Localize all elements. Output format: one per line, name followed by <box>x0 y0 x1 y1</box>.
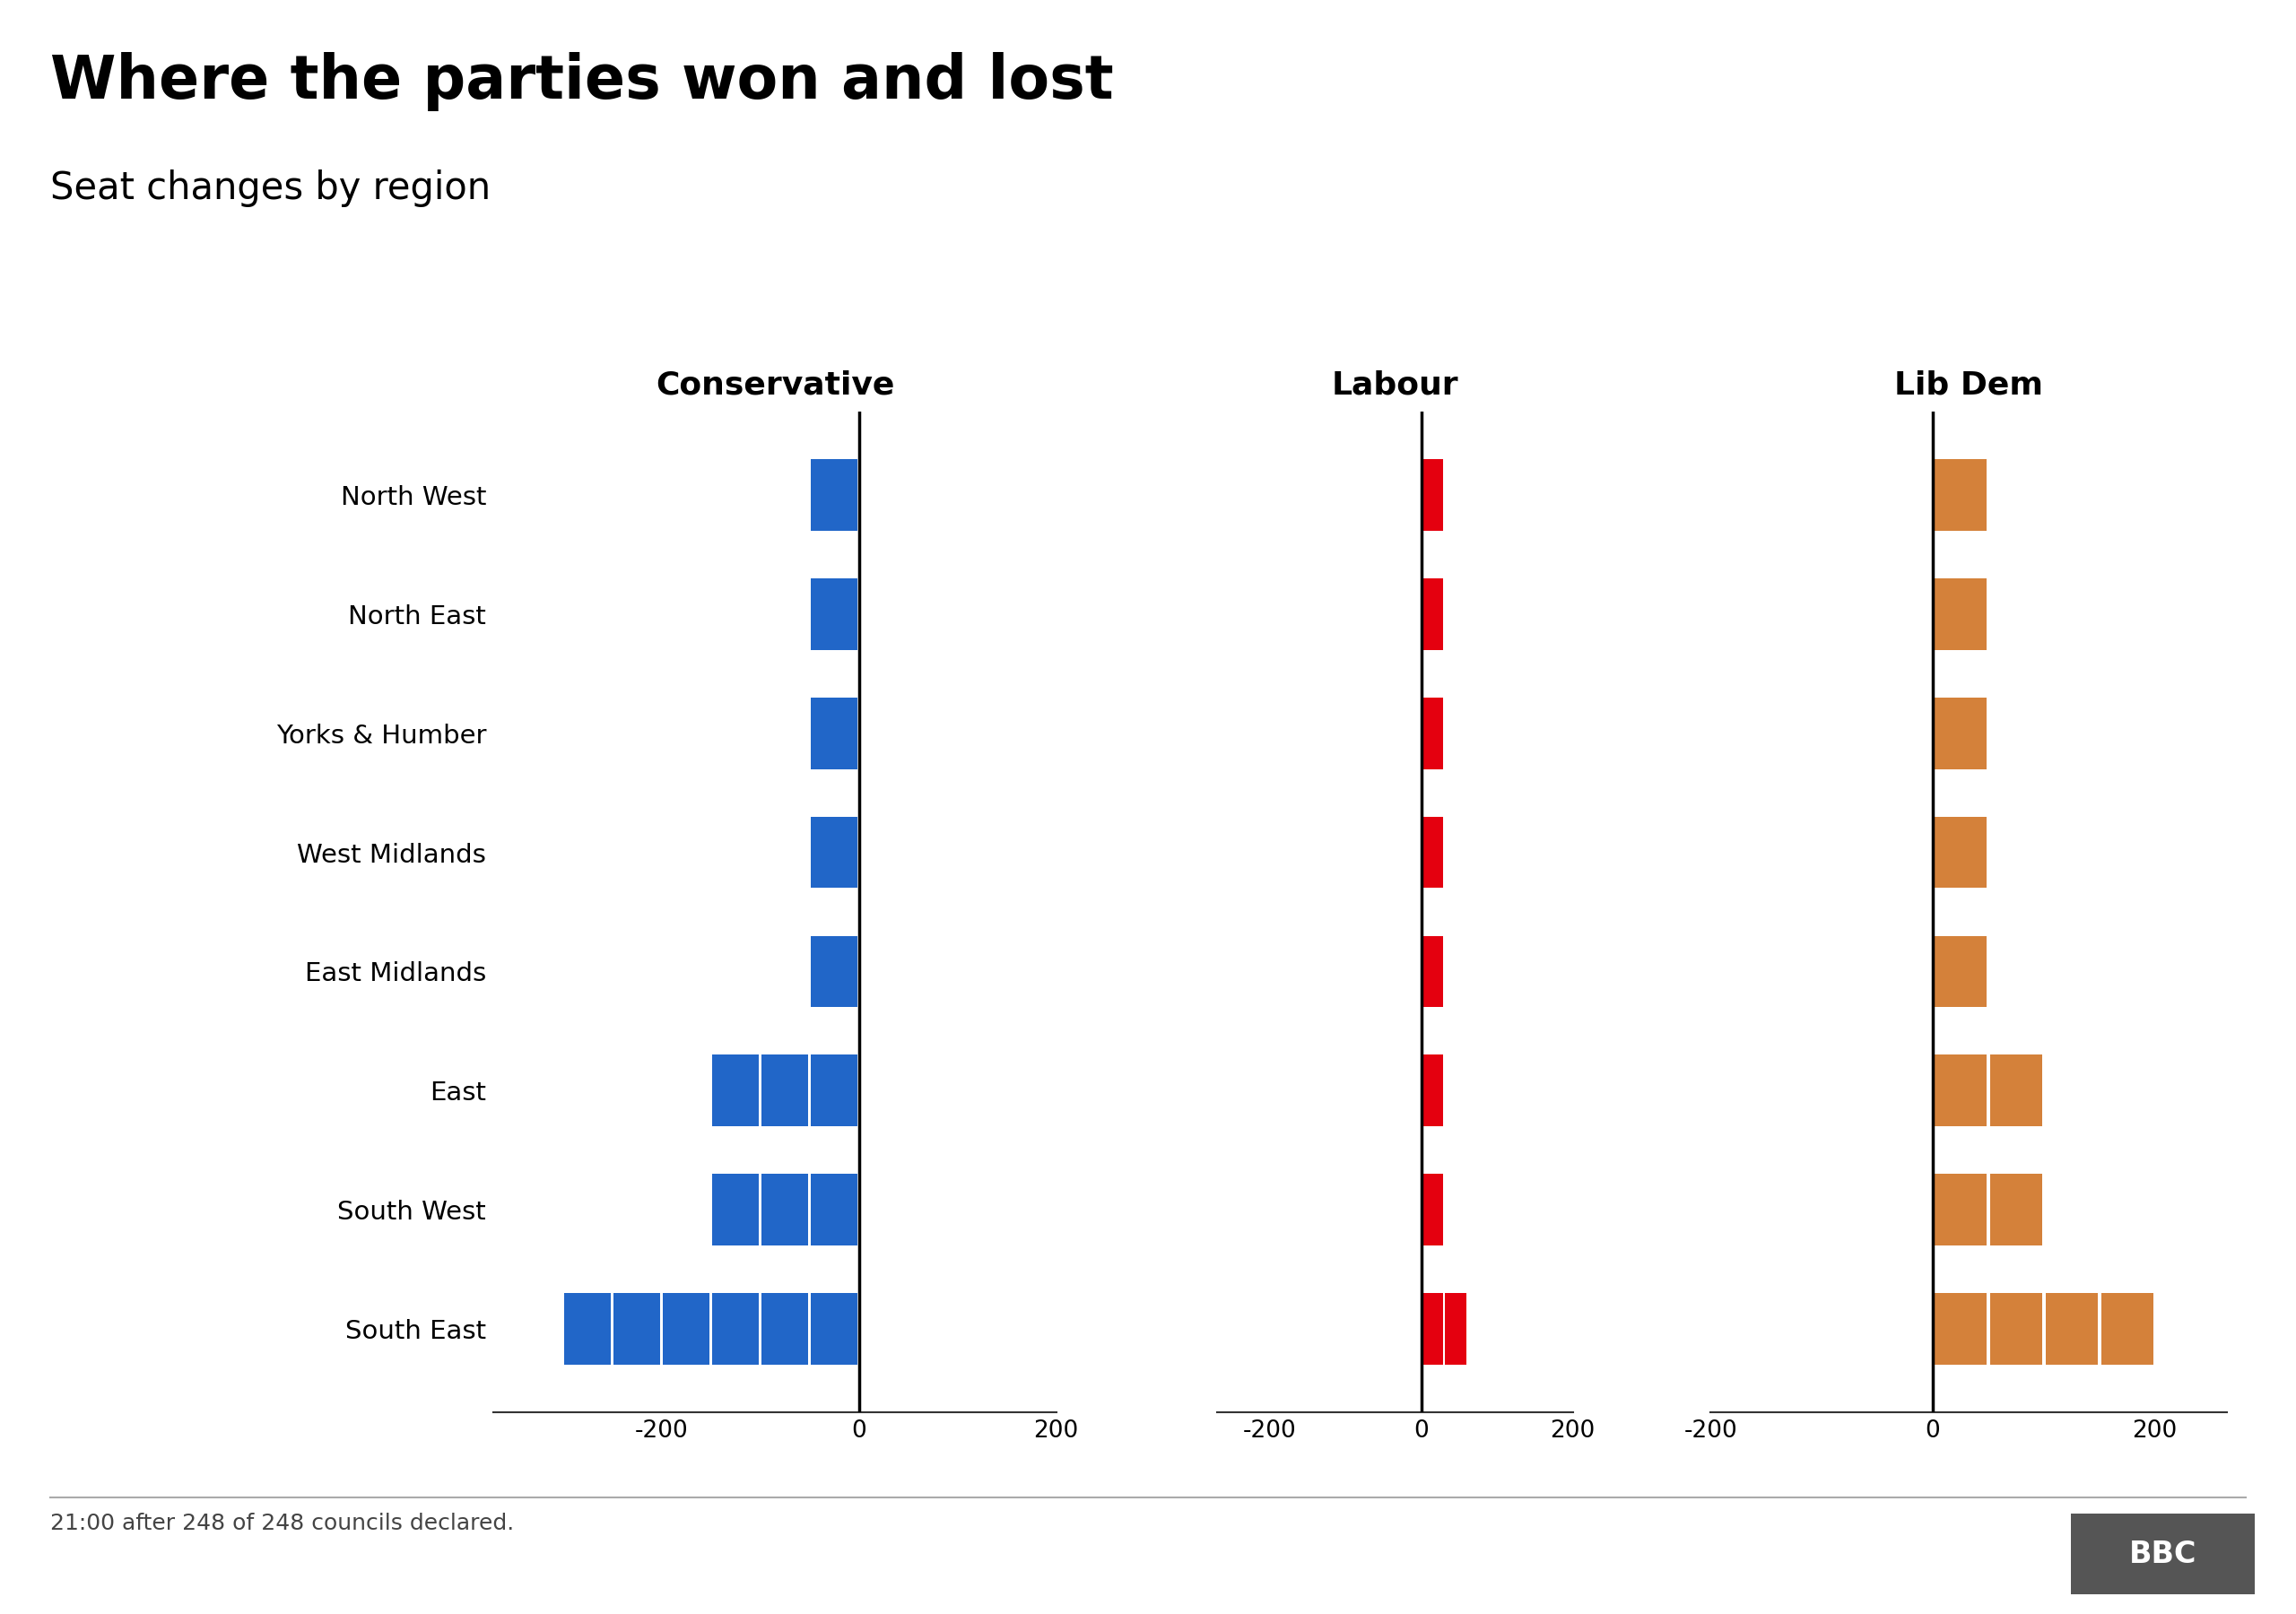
Bar <box>565 1293 611 1364</box>
Bar <box>1936 578 1986 650</box>
Bar <box>810 578 856 650</box>
Bar <box>613 1293 659 1364</box>
Title: Lib Dem: Lib Dem <box>1894 370 2043 400</box>
Bar <box>1936 460 1986 531</box>
Bar <box>1421 1293 1444 1364</box>
Bar <box>712 1173 758 1246</box>
Bar <box>810 1293 856 1364</box>
Bar <box>2046 1293 2099 1364</box>
Bar <box>810 1173 856 1246</box>
Bar <box>1421 697 1444 768</box>
Text: Seat changes by region: Seat changes by region <box>51 169 491 207</box>
Bar <box>712 1293 758 1364</box>
Bar <box>1421 460 1444 531</box>
Bar <box>762 1056 808 1127</box>
Bar <box>1421 1056 1444 1127</box>
Title: Labour: Labour <box>1332 370 1458 400</box>
Bar <box>1991 1056 2041 1127</box>
Text: BBC: BBC <box>2128 1540 2197 1569</box>
Bar <box>810 1056 856 1127</box>
Text: Where the parties won and lost: Where the parties won and lost <box>51 52 1114 111</box>
Bar <box>2101 1293 2154 1364</box>
Bar <box>1991 1173 2041 1246</box>
Bar <box>810 697 856 768</box>
Bar <box>1444 1293 1467 1364</box>
Bar <box>1936 936 1986 1007</box>
Bar <box>664 1293 709 1364</box>
Bar <box>1991 1293 2041 1364</box>
Bar <box>810 460 856 531</box>
Bar <box>1421 1173 1444 1246</box>
Title: Conservative: Conservative <box>654 370 895 400</box>
Bar <box>1936 1056 1986 1127</box>
Bar <box>1421 578 1444 650</box>
Bar <box>1936 697 1986 768</box>
Bar <box>712 1056 758 1127</box>
Bar <box>1936 817 1986 888</box>
Bar <box>1936 1173 1986 1246</box>
Text: 21:00 after 248 of 248 councils declared.: 21:00 after 248 of 248 councils declared… <box>51 1512 514 1533</box>
Bar <box>1936 1293 1986 1364</box>
Bar <box>810 936 856 1007</box>
Bar <box>1421 817 1444 888</box>
Bar <box>762 1173 808 1246</box>
Bar <box>762 1293 808 1364</box>
Bar <box>810 817 856 888</box>
Bar <box>1421 936 1444 1007</box>
